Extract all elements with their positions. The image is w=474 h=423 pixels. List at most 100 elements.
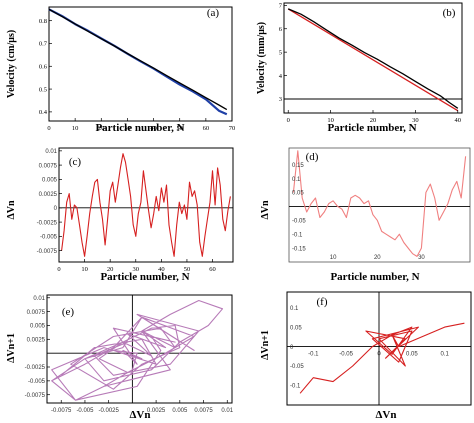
y-tick-label: -0.05: [290, 364, 304, 370]
series-line-2: [287, 8, 459, 109]
x-tick-label: 0.005: [172, 408, 188, 414]
x-tick-label: 0.05: [406, 352, 418, 358]
y-tick-label: 0.0025: [39, 192, 58, 198]
x-tick-label: 0: [287, 117, 290, 124]
x-tick-label: 20: [374, 255, 381, 261]
y-tick-label: 7: [279, 3, 283, 10]
y-axis-title: Velocity (cm/μs): [6, 30, 17, 98]
y-tick-label: 0: [290, 345, 294, 351]
x-tick-label: 30: [412, 117, 419, 124]
x-tick-label: 40: [158, 266, 165, 273]
x-tick-label: 20: [370, 117, 377, 124]
y-axis-title: ΔVn+1: [6, 333, 17, 363]
y-tick-label: 0.05: [290, 325, 302, 331]
x-tick-label: 40: [150, 125, 157, 132]
x-tick-label: 10: [327, 117, 334, 124]
x-axis-title: Particle number, N: [330, 271, 419, 283]
y-tick-label: 0.005: [42, 178, 58, 184]
series-line-1: [299, 322, 465, 394]
x-tick-label: 10: [72, 125, 79, 132]
series-line-1: [287, 8, 459, 112]
x-tick-label: 70: [229, 125, 236, 132]
y-tick-label: -0.0025: [37, 220, 58, 226]
x-tick-label: 40: [455, 117, 462, 124]
y-tick-label: 0.7: [39, 41, 48, 48]
y-tick-label: 0.1: [292, 177, 301, 183]
plot-frame: [48, 6, 233, 122]
y-tick-label: 6: [279, 26, 283, 33]
y-tick-label: 0.0025: [27, 338, 46, 344]
y-tick-label: 0.0075: [27, 310, 46, 316]
y-tick-label: 0.4: [39, 109, 48, 116]
x-tick-label: -0.005: [76, 408, 94, 414]
y-tick-label: 0.005: [30, 324, 46, 330]
y-tick-label: -0.005: [40, 235, 58, 241]
y-tick-label: -0.0025: [25, 365, 46, 371]
y-tick-label: 0.15: [292, 163, 304, 169]
y-axis-title: ΔVn+1: [260, 330, 271, 360]
chart-panel-5: -0.0075 -0.005 -0.0025 0.0025 0.005 0.0075 0.0…: [6, 294, 234, 421]
series-line-1: [292, 150, 467, 257]
y-tick-label: 0: [54, 206, 58, 212]
x-tick-label: 50: [184, 266, 191, 273]
series-line-1: [48, 8, 228, 116]
y-tick-label: -0.0075: [37, 249, 58, 255]
panel-label: (d): [306, 151, 319, 163]
x-tick-label: 20: [107, 266, 114, 273]
panel-label: (a): [207, 7, 220, 19]
panel-label: (c): [69, 156, 82, 168]
x-tick-label: 30: [124, 125, 131, 132]
plot-frame: [46, 294, 233, 404]
x-tick-label: 0: [47, 125, 50, 132]
chart-panel-4: 10 20 30 0.15 0.1 0.05 -0.05 -0.1 -0.15 (d) Partic…: [260, 147, 471, 283]
y-axis-title: ΔVn: [260, 200, 271, 219]
x-tick-label: 0.01: [221, 408, 233, 414]
x-tick-label: 0.1: [441, 352, 450, 358]
y-tick-label: 0.01: [33, 296, 45, 302]
x-tick-label: -0.0025: [98, 408, 119, 414]
x-tick-label: 0.0025: [147, 408, 166, 414]
x-tick-label: -0.0075: [51, 408, 72, 414]
x-axis-title: ΔVn: [376, 409, 397, 421]
y-tick-label: -0.005: [28, 379, 46, 385]
y-axis-title: ΔVn: [6, 200, 17, 219]
x-tick-label: 20: [98, 125, 105, 132]
y-tick-label: -0.05: [292, 218, 306, 224]
panel-label: (b): [443, 7, 456, 19]
chart-panel-3: 0 10 20 30 40 50 60 0.01 0.0075 0.005 0.0025 0 -0.00…: [6, 147, 234, 283]
y-tick-label: 0.01: [45, 149, 57, 155]
series-line-2: [48, 8, 228, 111]
y-tick-label: 0.0075: [39, 163, 58, 169]
x-tick-label: 30: [133, 266, 140, 273]
x-tick-label: -0.1: [308, 352, 319, 358]
x-axis-title: Particle number, N: [95, 122, 184, 134]
y-tick-label: 0.6: [39, 63, 48, 70]
y-tick-label: 0.5: [39, 86, 47, 93]
y-tick-label: 4: [279, 73, 283, 80]
plot-frame: [58, 147, 234, 263]
series-line-1: [61, 153, 231, 257]
y-tick-label: -0.1: [292, 232, 303, 238]
x-tick-label: 60: [203, 125, 210, 132]
x-tick-label: -0.05: [339, 352, 353, 358]
y-tick-label: 0.05: [292, 191, 304, 197]
y-tick-label: -0.0075: [25, 393, 46, 399]
chart-panel-2: 0 10 20 30 40 3 4 5 6 7 (b) Particle number, N Veloc…: [256, 2, 463, 134]
series-line-1: [51, 299, 224, 401]
panel-label: (e): [62, 306, 75, 318]
x-tick-label: 0: [377, 352, 381, 358]
x-axis-title: Particle number, N: [100, 271, 189, 283]
y-tick-label: 3: [279, 96, 282, 103]
x-tick-label: 0.0075: [194, 408, 213, 414]
plot-frame: [288, 147, 471, 263]
y-tick-label: -0.15: [292, 246, 306, 252]
x-axis-title: ΔVn: [130, 409, 151, 421]
y-axis-title: Velocity (mm/μs): [256, 22, 267, 94]
x-tick-label: 10: [330, 255, 337, 261]
y-tick-label: 5: [279, 49, 282, 56]
x-tick-label: 0: [57, 266, 60, 273]
x-axis-title: Particle number, N: [327, 122, 416, 134]
chart-panel-6: -0.1 -0.05 0 0.05 0.1 0.1 0.05 0 -0.05 -0.1 (f) ΔVn…: [260, 291, 472, 421]
panel-label: (f): [317, 296, 328, 308]
